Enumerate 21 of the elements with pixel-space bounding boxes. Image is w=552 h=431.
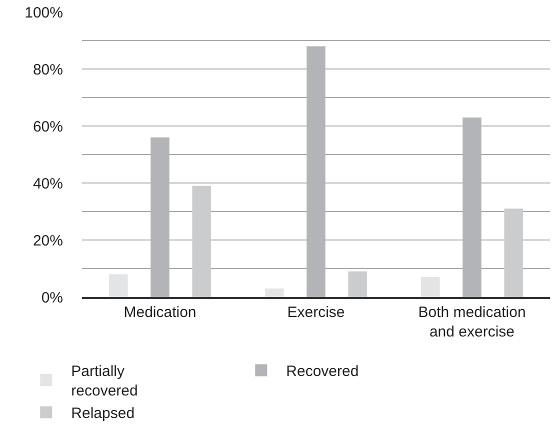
y-tick-label: 40%: [32, 175, 63, 192]
bar: [109, 274, 128, 297]
x-tick-label: Exercise: [287, 304, 345, 321]
bar: [348, 271, 367, 297]
bar: [504, 208, 523, 297]
y-tick-label: 100%: [24, 4, 63, 22]
y-tick-label: 20%: [32, 232, 63, 250]
bar: [306, 46, 326, 297]
legend-label: Recovered: [286, 363, 359, 380]
y-tick-label: 60%: [32, 118, 63, 136]
y-tick-label: 0%: [41, 289, 63, 306]
x-tick-label: Both medication and exercise: [418, 304, 526, 340]
bar: [150, 137, 170, 297]
bar: [192, 186, 211, 297]
legend-label: Relapsed: [71, 405, 135, 422]
bar: [421, 277, 440, 297]
x-tick-label: Medication: [124, 304, 196, 321]
bar: [265, 288, 284, 297]
bar: [462, 117, 482, 297]
y-tick-label: 80%: [32, 61, 63, 78]
legend-label: Partially recovered: [71, 363, 138, 400]
